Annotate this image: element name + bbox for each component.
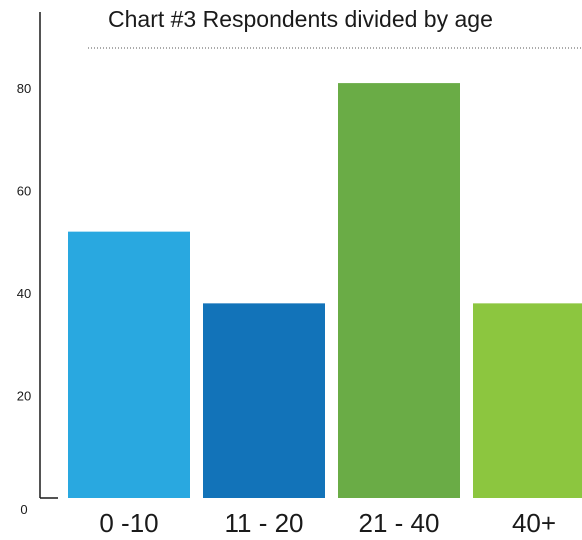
x-tick-labels: 0 -10 11 - 20 21 - 40 40+	[99, 508, 556, 538]
y-tick-label: 20	[17, 389, 31, 404]
bar	[68, 231, 190, 498]
x-tick-label: 40+	[512, 508, 556, 538]
y-tick-labels: 0 20 40 60 80	[17, 81, 31, 517]
x-tick-label: 0 -10	[99, 508, 158, 538]
bars	[68, 83, 582, 498]
y-tick-label: 80	[17, 81, 31, 96]
bar	[203, 303, 325, 498]
x-tick-label: 21 - 40	[359, 508, 440, 538]
bar	[338, 83, 460, 498]
bar	[473, 303, 582, 498]
y-tick-label: 0	[20, 502, 27, 517]
x-tick-label: 11 - 20	[224, 508, 303, 538]
chart-title: Chart #3 Respondents divided by age	[108, 6, 493, 32]
y-tick-label: 40	[17, 286, 31, 301]
y-tick-label: 60	[17, 184, 31, 199]
